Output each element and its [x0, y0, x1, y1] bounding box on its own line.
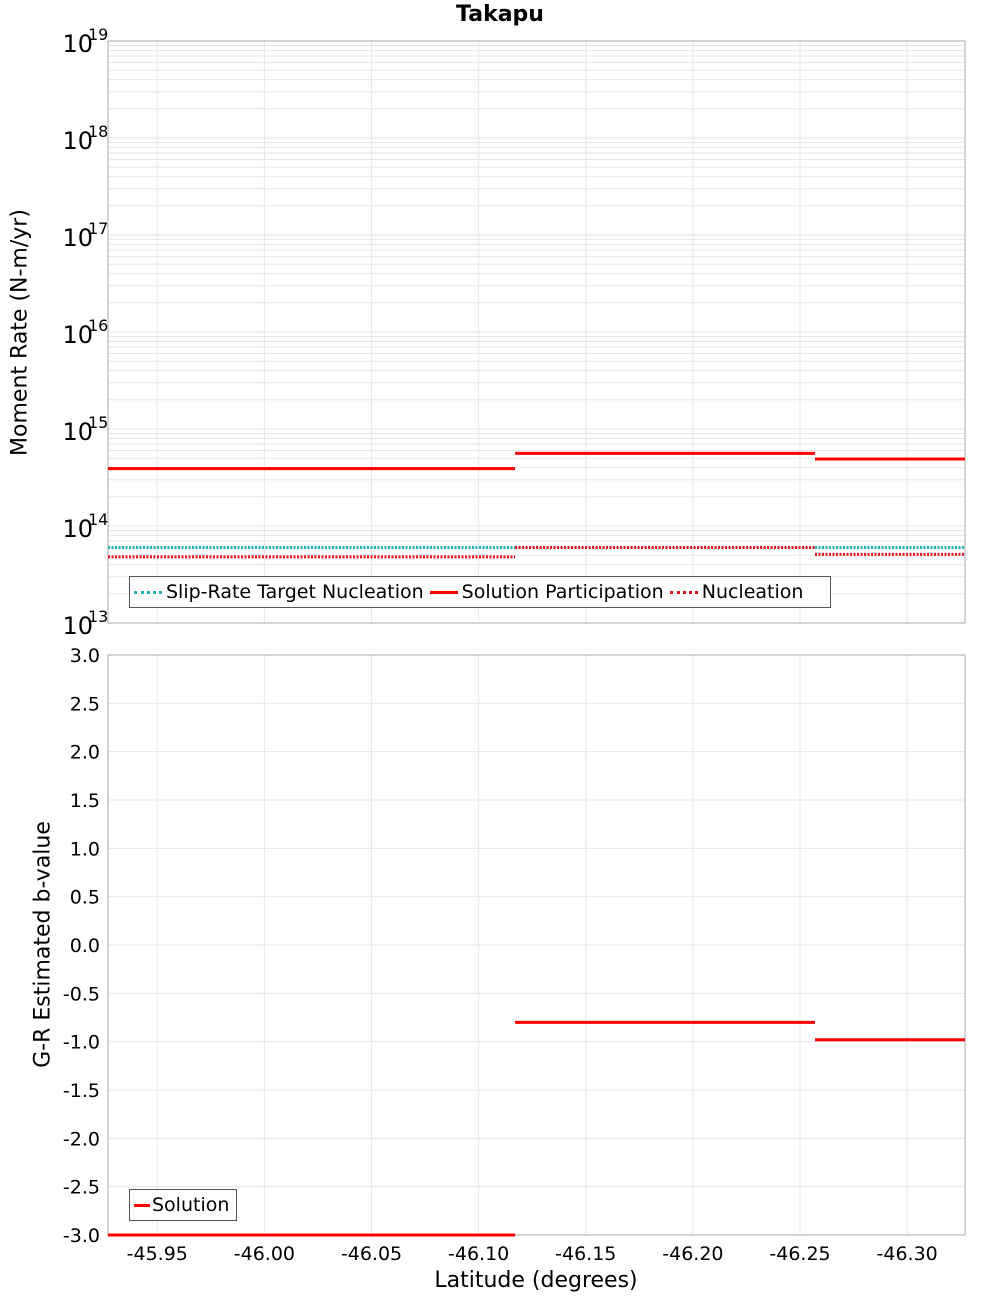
svg-text:3.0: 3.0 [70, 645, 100, 667]
legend-item-solution: Solution [134, 1194, 229, 1216]
legend-label: Solution [152, 1194, 230, 1216]
svg-text:-46.25: -46.25 [769, 1243, 830, 1265]
svg-text:16: 16 [88, 316, 108, 335]
dotted-line-swatch-icon [669, 590, 698, 594]
svg-text:10: 10 [62, 418, 93, 446]
svg-text:-46.15: -46.15 [555, 1243, 616, 1265]
legend-item-solution-participation: Solution Participation [429, 581, 664, 603]
svg-text:2.5: 2.5 [70, 693, 100, 715]
top-legend: Slip-Rate Target Nucleation Solution Par… [129, 576, 831, 608]
legend-item-nucleation: Nucleation [669, 581, 804, 603]
chart-title: Takapu [456, 2, 544, 27]
svg-text:18: 18 [88, 122, 108, 141]
svg-text:15: 15 [88, 413, 108, 432]
svg-text:-0.5: -0.5 [63, 983, 100, 1005]
svg-text:-46.05: -46.05 [341, 1243, 402, 1265]
svg-text:-2.0: -2.0 [63, 1128, 100, 1150]
svg-text:10: 10 [62, 224, 93, 252]
svg-text:13: 13 [88, 607, 108, 626]
svg-text:2.0: 2.0 [70, 742, 100, 764]
solid-line-swatch-icon [429, 590, 458, 594]
svg-text:10: 10 [62, 127, 93, 155]
legend-item-target: Slip-Rate Target Nucleation [134, 581, 424, 603]
solid-line-swatch-icon [134, 1203, 150, 1207]
svg-text:1.5: 1.5 [70, 790, 100, 812]
legend-label: Solution Participation [461, 581, 664, 603]
svg-text:-46.10: -46.10 [448, 1243, 509, 1265]
bottom-y-axis-label: G-R Estimated b-value [30, 821, 56, 1068]
svg-text:10: 10 [62, 612, 93, 640]
svg-text:0.5: 0.5 [70, 887, 100, 909]
dotted-line-swatch-icon [134, 590, 162, 594]
top-y-axis-label: Moment Rate (N-m/yr) [7, 209, 33, 456]
svg-text:-46.30: -46.30 [877, 1243, 938, 1265]
legend-label: Nucleation [701, 581, 804, 603]
svg-text:1.0: 1.0 [70, 838, 100, 860]
svg-text:-2.5: -2.5 [63, 1177, 100, 1199]
svg-text:10: 10 [62, 30, 93, 58]
svg-text:17: 17 [88, 219, 108, 238]
legend-label: Slip-Rate Target Nucleation [166, 581, 424, 603]
svg-text:0.0: 0.0 [70, 935, 100, 957]
svg-text:-46.20: -46.20 [662, 1243, 723, 1265]
svg-text:10: 10 [62, 515, 93, 543]
svg-text:-1.5: -1.5 [63, 1080, 100, 1102]
bottom-legend: Solution [129, 1189, 237, 1221]
svg-text:-45.95: -45.95 [127, 1243, 188, 1265]
svg-text:-46.00: -46.00 [234, 1243, 295, 1265]
svg-text:-3.0: -3.0 [63, 1225, 100, 1247]
svg-text:19: 19 [88, 25, 108, 44]
svg-text:14: 14 [88, 510, 108, 529]
svg-text:10: 10 [62, 321, 93, 349]
svg-text:-1.0: -1.0 [63, 1032, 100, 1054]
x-axis-label: Latitude (degrees) [434, 1268, 638, 1293]
